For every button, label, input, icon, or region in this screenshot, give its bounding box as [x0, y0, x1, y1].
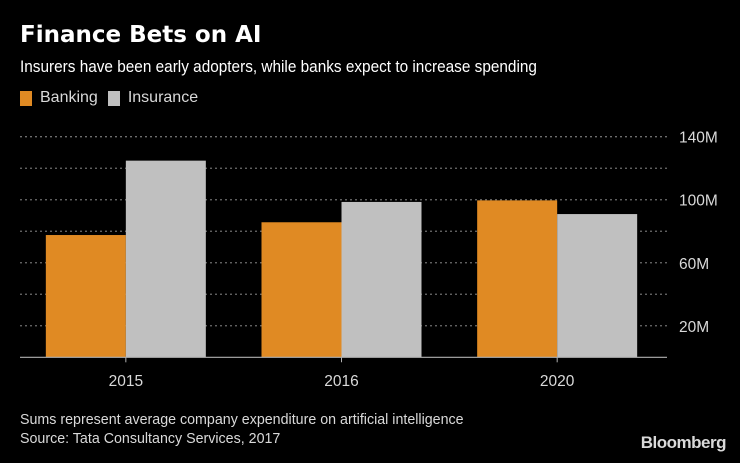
x-axis — [20, 356, 667, 363]
legend: Banking Insurance — [20, 89, 208, 107]
legend-item-insurance: Insurance — [107, 89, 199, 107]
legend-swatch-banking — [20, 90, 32, 106]
bar-insurance-2016 — [341, 201, 422, 358]
bar-banking-2015 — [45, 235, 126, 358]
bar-insurance-2020 — [557, 214, 638, 358]
x-tick-label: 2016 — [324, 373, 358, 390]
legend-label-insurance: Insurance — [127, 89, 199, 106]
y-axis-labels: 20M 60M 100M 140M — [679, 130, 718, 336]
y-tick-label: 100M — [679, 193, 718, 210]
bar-insurance-2015 — [125, 160, 206, 358]
chart-subtitle: Insurers have been early adopters, while… — [20, 58, 537, 76]
x-axis-labels: 2015 2016 2020 — [109, 373, 575, 390]
y-tick-label: 20M — [679, 319, 709, 336]
x-tick-label: 2015 — [109, 373, 143, 390]
bloomberg-logo: Bloomberg — [640, 433, 727, 452]
footnote: Sums represent average company expenditu… — [20, 410, 464, 448]
y-tick-label: 140M — [679, 130, 718, 147]
legend-label-banking: Banking — [40, 89, 98, 106]
x-tick-label: 2020 — [540, 373, 575, 390]
bar-banking-2020 — [477, 200, 558, 358]
legend-swatch-insurance — [107, 90, 120, 106]
footnote-note: Sums represent average company expenditu… — [20, 411, 464, 428]
legend-item-banking: Banking — [20, 89, 98, 107]
bar-banking-2016 — [261, 222, 342, 358]
footnote-source: Source: Tata Consultancy Services, 2017 — [20, 430, 281, 447]
y-tick-label: 60M — [679, 256, 709, 273]
bars — [45, 160, 638, 358]
chart-title: Finance Bets on AI — [20, 22, 262, 48]
